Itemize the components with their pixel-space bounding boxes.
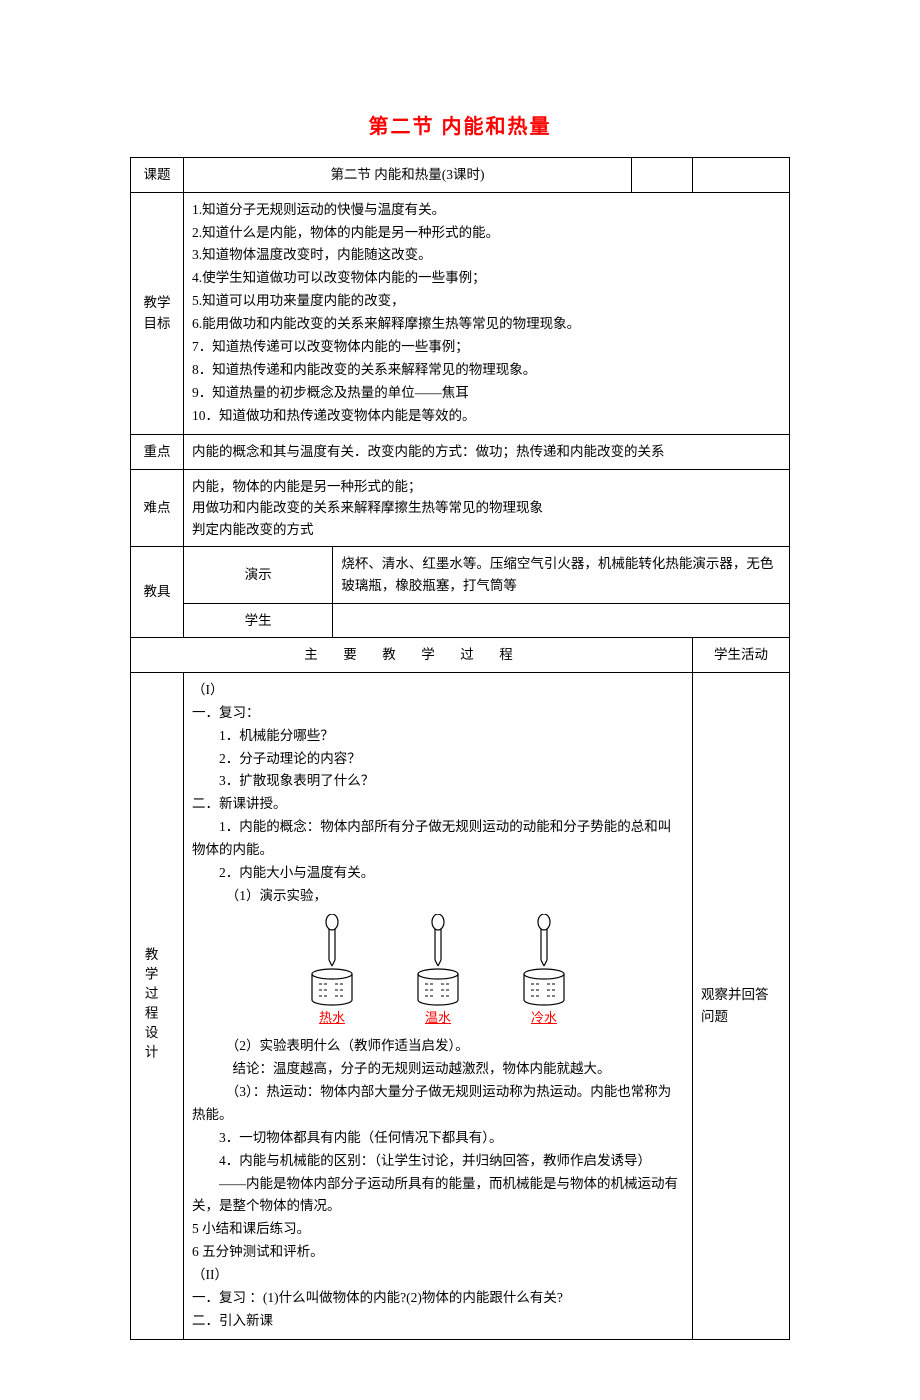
topic-gap-2 bbox=[693, 158, 790, 193]
label-key: 重点 bbox=[131, 434, 184, 469]
value-tool-demo: 烧杯、清水、红墨水等。压缩空气引火器，机械能转化热能演示器，无色玻璃瓶，橡胶瓶塞… bbox=[333, 547, 790, 603]
label-goals: 教学目标 bbox=[131, 192, 184, 434]
value-activity: 观察并回答问题 bbox=[693, 672, 790, 1339]
label-tool: 教具 bbox=[131, 547, 184, 638]
beaker-hot-svg bbox=[305, 914, 359, 1006]
process-text-1: （I） 一．复习： 1．机械能分哪些？ 2．分子动理论的内容？ 3．扩散现象表明… bbox=[192, 679, 684, 908]
row-key: 重点 内能的概念和其与温度有关．改变内能的方式：做功；热传递和内能改变的关系 bbox=[131, 434, 790, 469]
topic-gap-1 bbox=[632, 158, 693, 193]
row-tool-demo: 教具 演示 烧杯、清水、红墨水等。压缩空气引火器，机械能转化热能演示器，无色玻璃… bbox=[131, 547, 790, 603]
row-diff: 难点 内能，物体的内能是另一种形式的能； 用做功和内能改变的关系来解释摩擦生热等… bbox=[131, 469, 790, 547]
beaker-hot-label: 热水 bbox=[319, 1008, 345, 1029]
label-process-text: 教学过程设计 bbox=[139, 947, 161, 1064]
label-topic: 课题 bbox=[131, 158, 184, 193]
row-proc-header: 主 要 教 学 过 程 学生活动 bbox=[131, 638, 790, 673]
row-tool-student: 学生 bbox=[131, 603, 790, 638]
value-topic: 第二节 内能和热量(3课时) bbox=[184, 158, 632, 193]
beaker-hot: 热水 bbox=[297, 914, 367, 1029]
label-tool-demo: 演示 bbox=[184, 547, 333, 603]
header-process: 主 要 教 学 过 程 bbox=[131, 638, 693, 673]
value-key: 内能的概念和其与温度有关．改变内能的方式：做功；热传递和内能改变的关系 bbox=[184, 434, 790, 469]
row-goals: 教学目标 1.知道分子无规则运动的快慢与温度有关。 2.知道什么是内能，物体的内… bbox=[131, 192, 790, 434]
experiment-diagram: 热水 bbox=[192, 914, 684, 1029]
beaker-warm-svg bbox=[411, 914, 465, 1006]
page: 第二节 内能和热量 课题 第二节 内能和热量(3课时) 教学目标 1.知道分子无… bbox=[0, 0, 920, 1400]
beaker-warm-label: 温水 bbox=[425, 1008, 451, 1029]
header-activity: 学生活动 bbox=[693, 638, 790, 673]
label-process: 教学过程设计 bbox=[131, 672, 184, 1339]
beaker-cold: 冷水 bbox=[509, 914, 579, 1029]
beaker-cold-label: 冷水 bbox=[531, 1008, 557, 1029]
label-tool-student: 学生 bbox=[184, 603, 333, 638]
goals-text: 1.知道分子无规则运动的快慢与温度有关。 2.知道什么是内能，物体的内能是另一种… bbox=[192, 199, 781, 428]
document-title: 第二节 内能和热量 bbox=[130, 110, 790, 139]
value-goals: 1.知道分子无规则运动的快慢与温度有关。 2.知道什么是内能，物体的内能是另一种… bbox=[184, 192, 790, 434]
process-text-2: （2）实验表明什么（教师作适当启发）。 结论：温度越高，分子的无规则运动越激烈，… bbox=[192, 1035, 684, 1333]
value-tool-student bbox=[333, 603, 790, 638]
beaker-cold-svg bbox=[517, 914, 571, 1006]
value-process: （I） 一．复习： 1．机械能分哪些？ 2．分子动理论的内容？ 3．扩散现象表明… bbox=[184, 672, 693, 1339]
value-diff: 内能，物体的内能是另一种形式的能； 用做功和内能改变的关系来解释摩擦生热等常见的… bbox=[184, 469, 790, 547]
lesson-plan-table: 课题 第二节 内能和热量(3课时) 教学目标 1.知道分子无规则运动的快慢与温度… bbox=[130, 157, 790, 1340]
row-topic: 课题 第二节 内能和热量(3课时) bbox=[131, 158, 790, 193]
beaker-warm: 温水 bbox=[403, 914, 473, 1029]
row-proc-body: 教学过程设计 （I） 一．复习： 1．机械能分哪些？ 2．分子动理论的内容？ 3… bbox=[131, 672, 790, 1339]
label-diff: 难点 bbox=[131, 469, 184, 547]
